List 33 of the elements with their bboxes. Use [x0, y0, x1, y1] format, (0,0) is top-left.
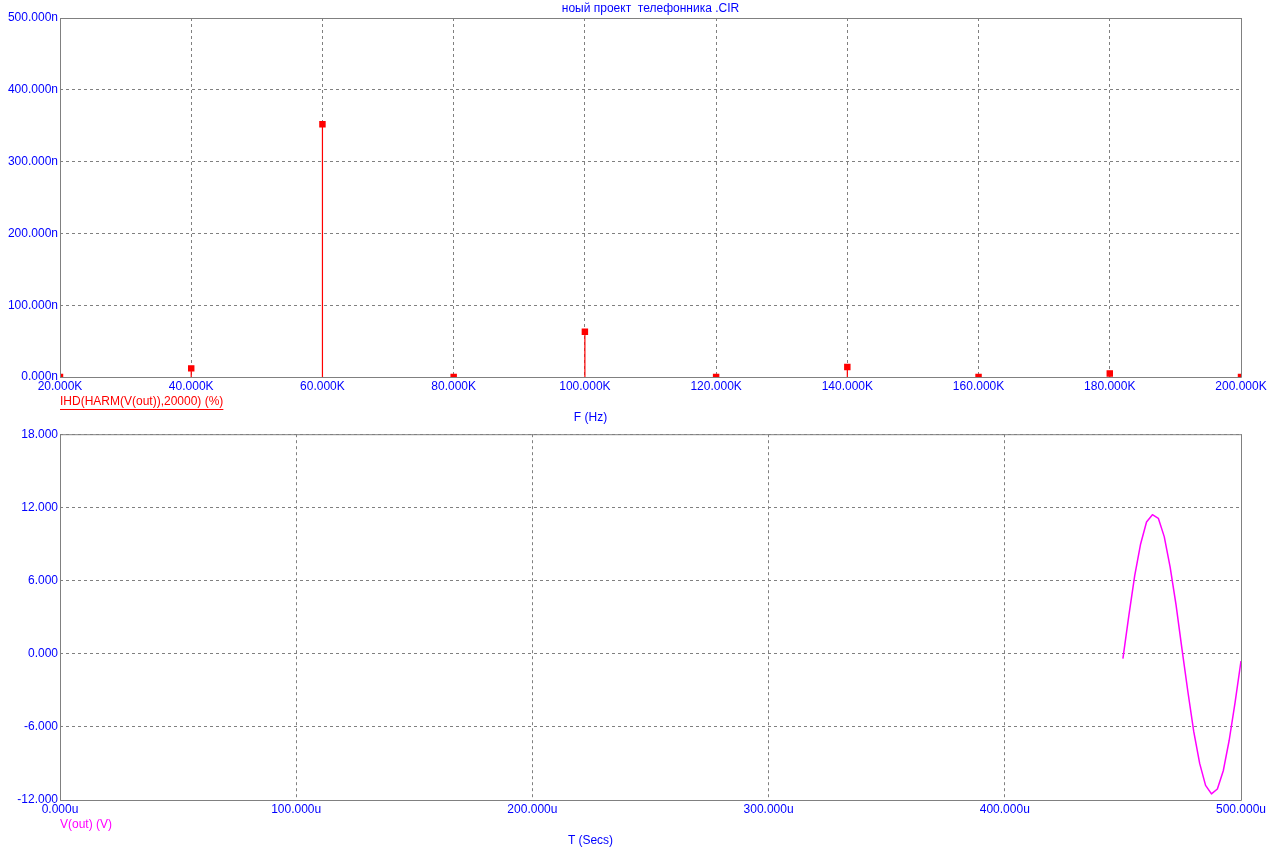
x-tick-label: 400.000u — [979, 801, 1030, 816]
x-tick-label: 300.000u — [743, 801, 794, 816]
y-tick-label: 12.000 — [21, 499, 59, 514]
text: V(out) (V) — [60, 817, 113, 832]
x-tick-label: 100.000K — [559, 378, 611, 393]
y-tick-label: 18.000 — [21, 426, 59, 441]
y-tick-label: 6.000 — [27, 572, 59, 587]
y-tick-label: 300.000n — [7, 153, 58, 168]
y-tick-label: 0.000 — [27, 645, 59, 660]
x-tick-label: 60.000K — [300, 378, 345, 393]
chart-title: ноый проект телефонника .CIR — [561, 1, 740, 16]
x-tick-label: 140.000K — [821, 378, 874, 393]
point — [844, 363, 851, 371]
y-tick-label: 200.000n — [7, 225, 58, 240]
x-tick-label: 40.000K — [168, 378, 214, 393]
y-tick-label: 400.000n — [7, 82, 58, 97]
x-tick-label: 180.000K — [1084, 378, 1136, 393]
x-axis-title: T (Secs) — [567, 833, 614, 848]
x-tick-label: 120.000K — [690, 378, 742, 393]
y-tick-label: -6.000 — [23, 719, 59, 734]
x-tick-label: 80.000K — [431, 378, 477, 393]
x-tick-label: 160.000K — [952, 378, 1005, 393]
point — [581, 328, 589, 335]
x-tick-label: 200.000K — [1215, 378, 1267, 393]
series-label: IHD(HARM(V(out)),20000) (%) — [60, 394, 224, 409]
y-tick-label: 100.000n — [7, 297, 58, 312]
point — [319, 121, 326, 128]
x-tick-label: 500.000u — [1215, 801, 1267, 816]
y-tick-label: 500.000n — [7, 10, 58, 25]
x-axis-title: F (Hz) — [573, 410, 608, 425]
x-tick-label: 100.000u — [271, 801, 322, 816]
x-tick-label: 200.000u — [507, 801, 558, 816]
point — [188, 365, 195, 372]
